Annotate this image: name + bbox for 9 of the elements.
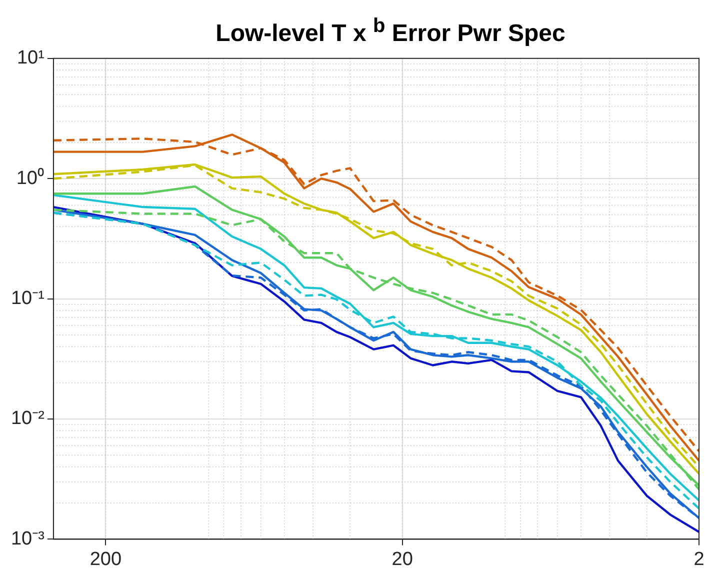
y-tick-label: 10⁻¹ (10, 288, 44, 310)
y-tick-label: 10⁻³ (10, 528, 44, 550)
x-tick-label: 20 (392, 548, 413, 570)
y-tick-label: 10¹ (16, 48, 44, 69)
x-tick-label: 2 (694, 548, 704, 570)
x-tick-label: 200 (90, 548, 122, 570)
chart-title: Low-level T x $^{b}$ Error Pwr Spec (214, 14, 566, 47)
y-tick-label: 10⁰ (16, 166, 44, 189)
y-tick-label: 10⁻² (10, 408, 44, 430)
